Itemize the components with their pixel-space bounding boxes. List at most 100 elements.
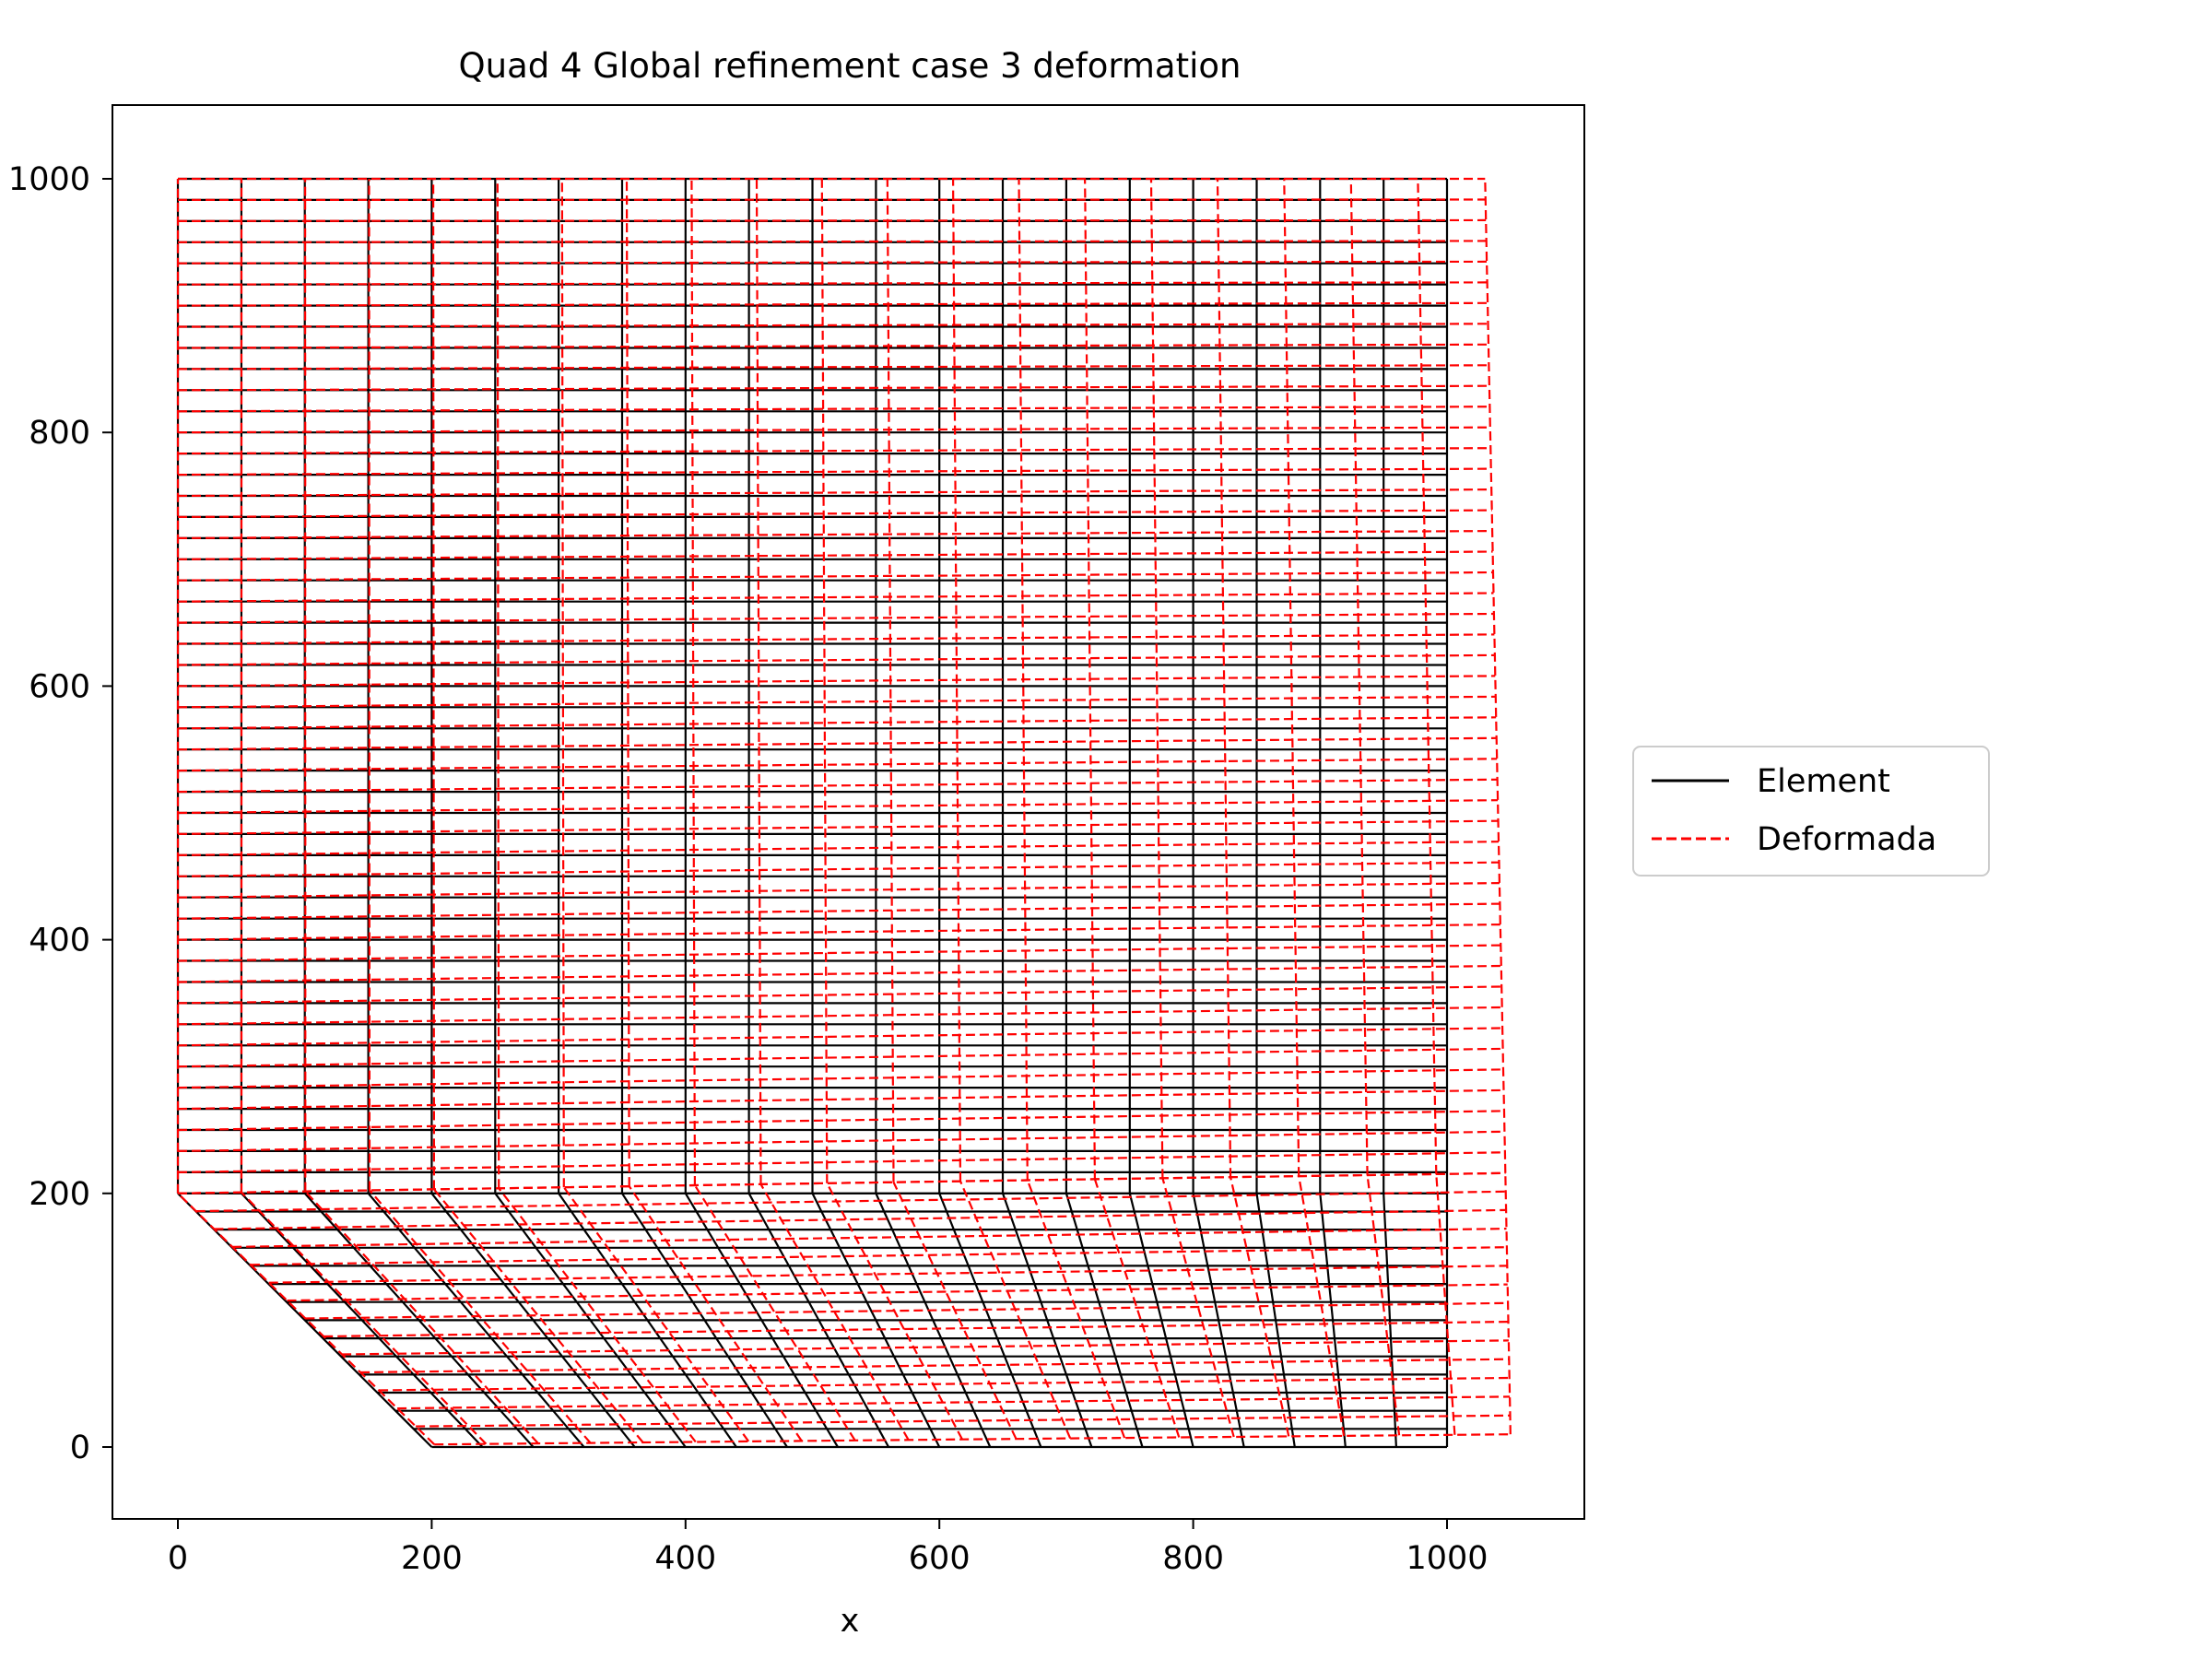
deformada-lower-mesh-column-line [304,1190,539,1444]
deformada-lower-mesh-column-line [1366,1174,1401,1436]
deformada-upper-mesh-column-line [690,178,697,1185]
deformada-lower-mesh [177,1171,1512,1446]
deformada-upper-mesh-row-line [177,819,1499,835]
deformada-lower-mesh-column-line [177,1193,435,1445]
deformada-lower-mesh-column-line [1230,1176,1290,1437]
x-axis: 0 200 400 600 800 1000 [168,1519,1488,1577]
legend-deformada-label: Deformada [1757,821,1936,858]
chart-title: Quad 4 Global refinement case 3 deformat… [459,46,1241,86]
deformada-upper-mesh-column-line [1084,178,1096,1180]
deformada-upper-mesh-row-line [177,653,1495,666]
element-lower-mesh-column-line [1001,1193,1093,1448]
y-tick-label: 800 [29,415,90,452]
deformada-lower-mesh-column-line [369,1189,592,1444]
x-tick-label: 1000 [1406,1540,1488,1577]
element-lower-mesh-column-line [430,1193,636,1448]
deformada-lower-mesh-column-line [693,1184,856,1441]
deformada-upper-mesh-row-line [177,1130,1505,1152]
deformada-lower-mesh-column-line [498,1187,697,1443]
x-tick-label: 200 [401,1540,463,1577]
deformada-upper-mesh-row-line [177,924,1500,941]
deformada-upper-mesh-row-line [177,550,1493,560]
deformada-upper-mesh-column-line [755,178,762,1184]
deformada-lower-mesh-column-line [959,1181,1072,1440]
deformada-upper-mesh-row-line [177,1151,1505,1173]
deformada-lower-mesh-column-line [892,1182,1018,1440]
deformada-upper-mesh-column-line [1216,178,1232,1178]
element-lower-mesh-column-line [1192,1193,1245,1448]
y-tick-label: 1000 [8,161,90,198]
deformada-upper-mesh-row-line [177,736,1497,751]
x-tick-label: 800 [1162,1540,1224,1577]
deformada-upper-mesh-row-line [177,612,1494,624]
deformada-upper-mesh-row-line [177,488,1492,498]
y-axis: 0 200 400 600 800 1000 [8,161,112,1466]
deformada-upper-mesh-row-line [177,509,1492,519]
deformada-upper-mesh-row-line [177,633,1495,645]
deformada-upper-mesh-row-line [177,1027,1503,1047]
deformada-upper-mesh-column-line [820,178,829,1183]
deformada-upper-mesh-row-line [177,1088,1504,1111]
deformada-upper-mesh-row-line [177,426,1490,434]
deformada-upper-mesh-row-line [177,716,1497,730]
deformada-upper-mesh-row-line [177,571,1494,582]
element-lower-mesh-column-line [1065,1193,1144,1448]
deformada-lower-mesh-column-line [1298,1175,1346,1437]
deformada-upper-mesh-column-line [560,178,565,1188]
legend: Element Deformada [1632,746,1990,877]
deformada-upper-mesh-row-line [177,406,1490,413]
deformada-lower-mesh-column-line [1435,1173,1456,1435]
deformada-upper-mesh-row-line [177,1047,1503,1068]
legend-box [1632,746,1990,877]
deformada-lower-mesh-row-line [268,1265,1508,1284]
y-tick-label: 200 [29,1176,90,1213]
deformada-upper-mesh-column-line [1149,178,1164,1179]
element-lower-mesh-column-line [367,1193,585,1448]
deformada-upper-mesh-row-line [177,861,1500,877]
deformada-upper-mesh-row-line [177,841,1500,856]
x-tick-label: 600 [909,1540,971,1577]
deformada-lower-mesh-column-line [1026,1180,1126,1439]
y-tick-label: 600 [29,668,90,705]
deformada-upper-mesh-row-line [177,1068,1504,1089]
x-axis-label: x [841,1603,860,1640]
deformada-upper-mesh-row-line [177,467,1491,477]
element-lower-mesh-column-line [1128,1193,1194,1448]
deformada-upper-mesh-row-line [177,882,1500,899]
deformada-upper-mesh-column-line [368,179,371,1191]
deformada-upper-mesh-column-line [1018,178,1029,1181]
deformada-upper-mesh-row-line [177,758,1498,772]
deformada-upper-mesh-row-line [177,1171,1506,1194]
y-tick-label: 0 [70,1430,90,1466]
element-lower-mesh-column-line [747,1193,890,1448]
deformada-upper-mesh-column-line [432,179,435,1190]
deformada-lower-mesh-column-line [628,1185,803,1442]
deformada-upper-mesh-column-line [1417,178,1438,1174]
element-lower-mesh-column-line [875,1193,992,1448]
element-lower-mesh-column-line [303,1193,535,1448]
deformada-upper-mesh-column-line [886,178,895,1182]
deformada-upper-mesh [176,177,1507,1194]
deformada-upper-mesh-row-line [177,529,1493,540]
deformada-lower-mesh-column-line [1504,1172,1512,1435]
deformada-upper-mesh-row-line [177,964,1501,983]
deformada-upper-mesh-row-line [177,902,1500,920]
deformada-upper-mesh-column-line [496,178,500,1189]
element-lower-mesh-column-line [241,1193,484,1448]
deformada-upper-mesh-row-line [177,1006,1502,1026]
deformada-lower-mesh-row-line [360,1358,1510,1374]
deformada-lower-mesh-column-line [562,1186,750,1442]
deformada-upper-mesh-row-line [177,384,1489,392]
deformada-upper-mesh-row-line [177,447,1491,455]
deformada-lower-mesh-column-line [1161,1178,1235,1438]
deformada-upper-mesh-row-line [177,799,1499,815]
deformada-upper-mesh-row-line [177,1110,1505,1132]
deformada-upper-mesh-column-line [625,178,630,1187]
x-tick-label: 400 [654,1540,716,1577]
deformada-upper-mesh-column-line [951,178,962,1182]
deformada-lower-mesh-column-line [826,1182,963,1441]
deformada-upper-mesh-row-line [177,695,1496,709]
plot-frame [112,104,1585,1520]
deformada-upper-mesh-column-line [1349,178,1369,1176]
